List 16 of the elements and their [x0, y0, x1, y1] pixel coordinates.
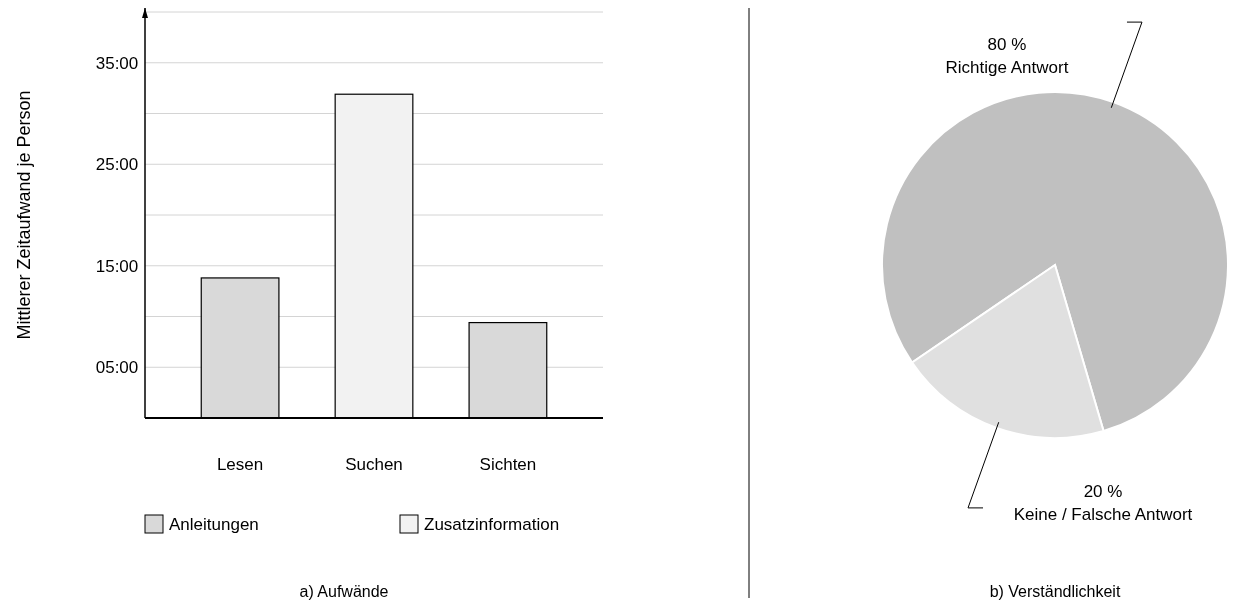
x-tick-label: Lesen: [216, 455, 264, 474]
legend-label: Zusatzinformation: [424, 515, 560, 534]
slice-label: Keine / Falsche Antwort: [1013, 504, 1193, 524]
data-label: 80 %: [987, 35, 1027, 55]
x-tick-label: Suchen: [345, 455, 403, 474]
y-axis-title: Mittlerer Zeitaufwand je Person: [14, 90, 34, 340]
x-tick-label: Sichten: [479, 455, 537, 474]
y-tick-label: 35:00: [95, 53, 139, 73]
text: b) Verständlichkeit: [989, 583, 1121, 600]
text: a) Aufwände: [299, 583, 389, 600]
data-label: 20 %: [1083, 481, 1123, 501]
y-tick-label: 15:00: [95, 256, 139, 276]
y-tick-label: 05:00: [95, 358, 139, 378]
y-tick-label: 25:00: [95, 155, 139, 175]
legend-label: Anleitungen: [169, 515, 259, 534]
slice-label: Richtige Antwort: [945, 58, 1069, 78]
